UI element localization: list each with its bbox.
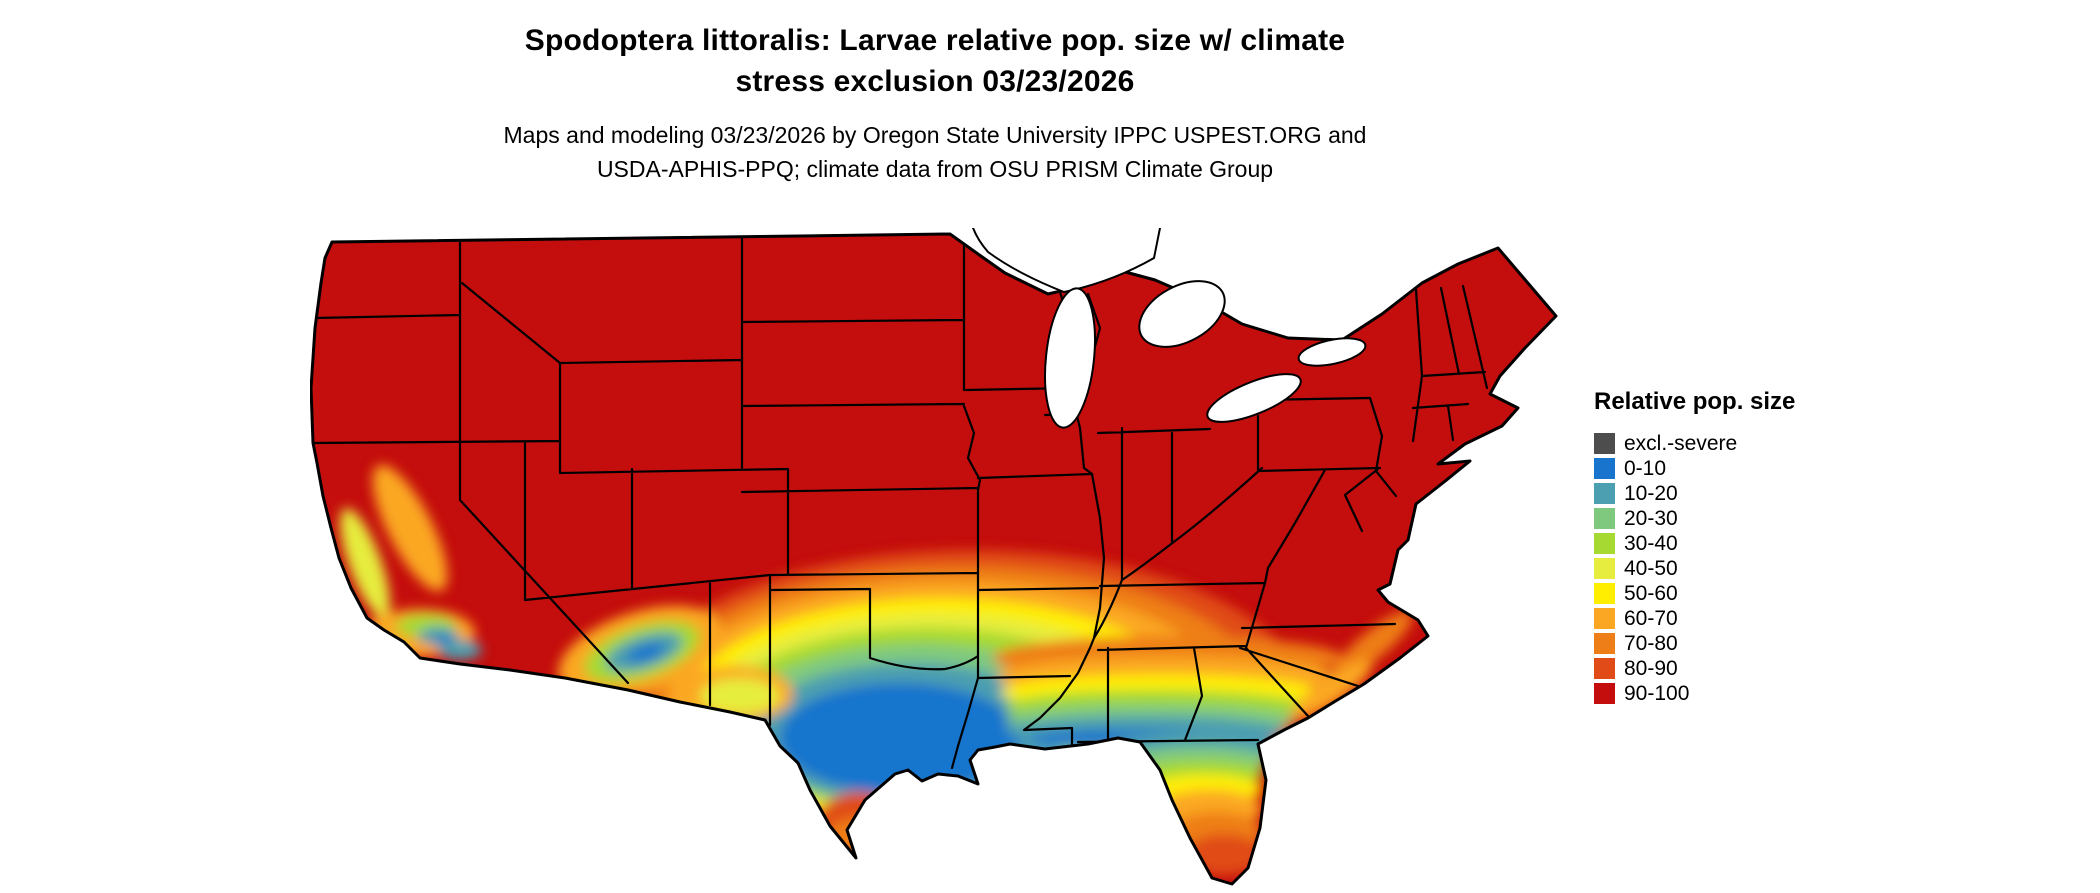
legend-swatch bbox=[1594, 458, 1615, 479]
legend-swatch bbox=[1594, 533, 1615, 554]
legend-label: 10-20 bbox=[1624, 482, 1678, 505]
header: Spodoptera littoralis: Larvae relative p… bbox=[0, 20, 1870, 186]
legend-item: 60-70 bbox=[1594, 606, 1795, 631]
legend-item: excl.-severe bbox=[1594, 431, 1795, 456]
legend-swatch bbox=[1594, 483, 1615, 504]
title-line-2: stress exclusion 03/23/2026 bbox=[735, 65, 1135, 98]
subtitle-line-1: Maps and modeling 03/23/2026 by Oregon S… bbox=[503, 122, 1367, 148]
legend-swatch bbox=[1594, 508, 1615, 529]
lake-michigan bbox=[1044, 287, 1096, 429]
legend-label: 50-60 bbox=[1624, 582, 1678, 605]
legend-label: 80-90 bbox=[1624, 657, 1678, 680]
legend-label: 70-80 bbox=[1624, 632, 1678, 655]
legend-swatch bbox=[1594, 658, 1615, 679]
subtitle-line-2: USDA-APHIS-PPQ; climate data from OSU PR… bbox=[596, 156, 1274, 182]
title-line-1: Spodoptera littoralis: Larvae relative p… bbox=[524, 24, 1346, 57]
page-subtitle: Maps and modeling 03/23/2026 by Oregon S… bbox=[0, 118, 1870, 186]
state-borders bbox=[311, 234, 1489, 770]
population-gradient-overlay bbox=[340, 464, 1413, 876]
legend-swatch bbox=[1594, 558, 1615, 579]
legend-label: 90-100 bbox=[1624, 682, 1690, 705]
legend-item: 70-80 bbox=[1594, 631, 1795, 656]
legend-label: 40-50 bbox=[1624, 557, 1678, 580]
us-choropleth-map bbox=[309, 217, 1560, 888]
legend-label: 30-40 bbox=[1624, 532, 1678, 555]
legend: Relative pop. size excl.-severe 0-10 10-… bbox=[1594, 388, 1795, 706]
legend-label: 0-10 bbox=[1624, 457, 1667, 480]
legend-swatch bbox=[1594, 433, 1615, 454]
legend-item: 50-60 bbox=[1594, 581, 1795, 606]
legend-swatch bbox=[1594, 583, 1615, 604]
legend-item: 90-100 bbox=[1594, 681, 1795, 706]
legend-item: 10-20 bbox=[1594, 481, 1795, 506]
page-title: Spodoptera littoralis: Larvae relative p… bbox=[0, 20, 1870, 102]
legend-label: 60-70 bbox=[1624, 607, 1678, 630]
legend-item: 30-40 bbox=[1594, 531, 1795, 556]
legend-item: 20-30 bbox=[1594, 506, 1795, 531]
legend-label: excl.-severe bbox=[1624, 432, 1738, 455]
lake-superior bbox=[968, 217, 1164, 294]
lake-ontario bbox=[1297, 337, 1367, 367]
legend-title: Relative pop. size bbox=[1594, 388, 1796, 415]
lake-huron bbox=[1138, 280, 1226, 348]
legend-label: 20-30 bbox=[1624, 507, 1678, 530]
legend-item: 0-10 bbox=[1594, 456, 1795, 481]
legend-swatch bbox=[1594, 608, 1615, 629]
lake-erie bbox=[1206, 373, 1302, 423]
us-map-svg bbox=[309, 217, 1558, 886]
legend-swatch bbox=[1594, 683, 1615, 704]
legend-item: 80-90 bbox=[1594, 656, 1795, 681]
legend-swatch bbox=[1594, 633, 1615, 654]
legend-item: 40-50 bbox=[1594, 556, 1795, 581]
